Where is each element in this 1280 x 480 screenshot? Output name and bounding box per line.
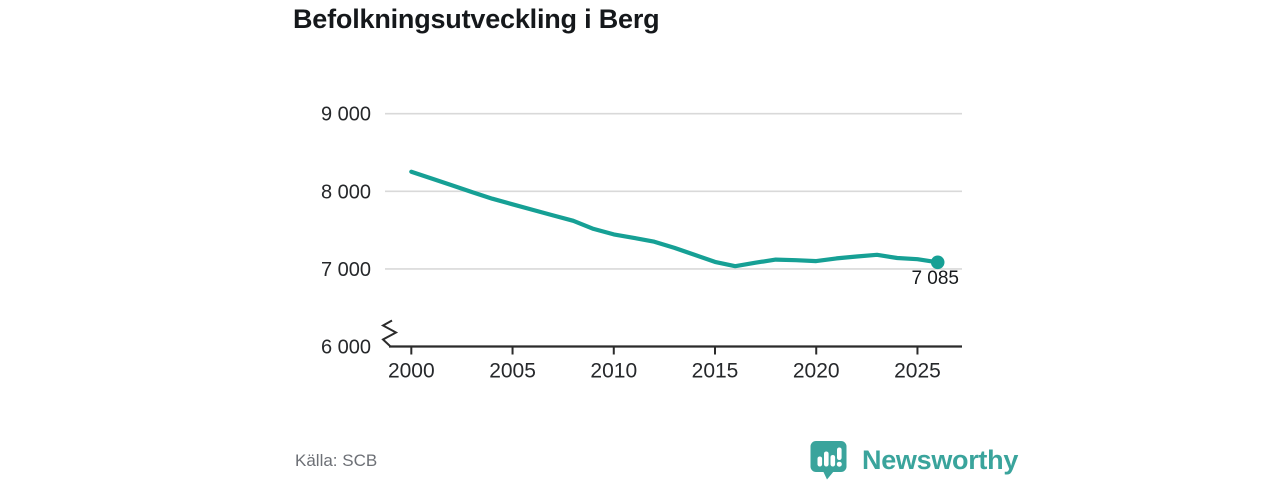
x-tick-label: 2020 [793, 360, 840, 383]
source-note: Källa: SCB [295, 451, 378, 470]
population-line [409, 169, 940, 269]
x-tick-label: 2010 [590, 360, 637, 383]
newsworthy-brand: Newsworthy [809, 440, 1018, 480]
y-tick-label: 8 000 [321, 181, 371, 203]
newsworthy-logo-icon [810, 441, 847, 480]
x-tick-label: 2015 [692, 360, 739, 383]
last-point-marker [930, 255, 945, 270]
x-tick-label: 2005 [489, 360, 536, 383]
chart-title: Befolkningsutveckling i Berg [293, 4, 660, 34]
y-tick-label: 9 000 [321, 104, 371, 126]
x-tick-label: 2025 [894, 360, 941, 383]
y-tick-label: 7 000 [321, 259, 371, 281]
newsworthy-wordmark: Newsworthy [862, 445, 1019, 475]
last-value-label: 7 085 [911, 268, 959, 289]
y-tick-label: 6 000 [321, 337, 371, 359]
y-axis-break-icon [380, 319, 399, 347]
x-tick-label: 2000 [388, 360, 435, 383]
